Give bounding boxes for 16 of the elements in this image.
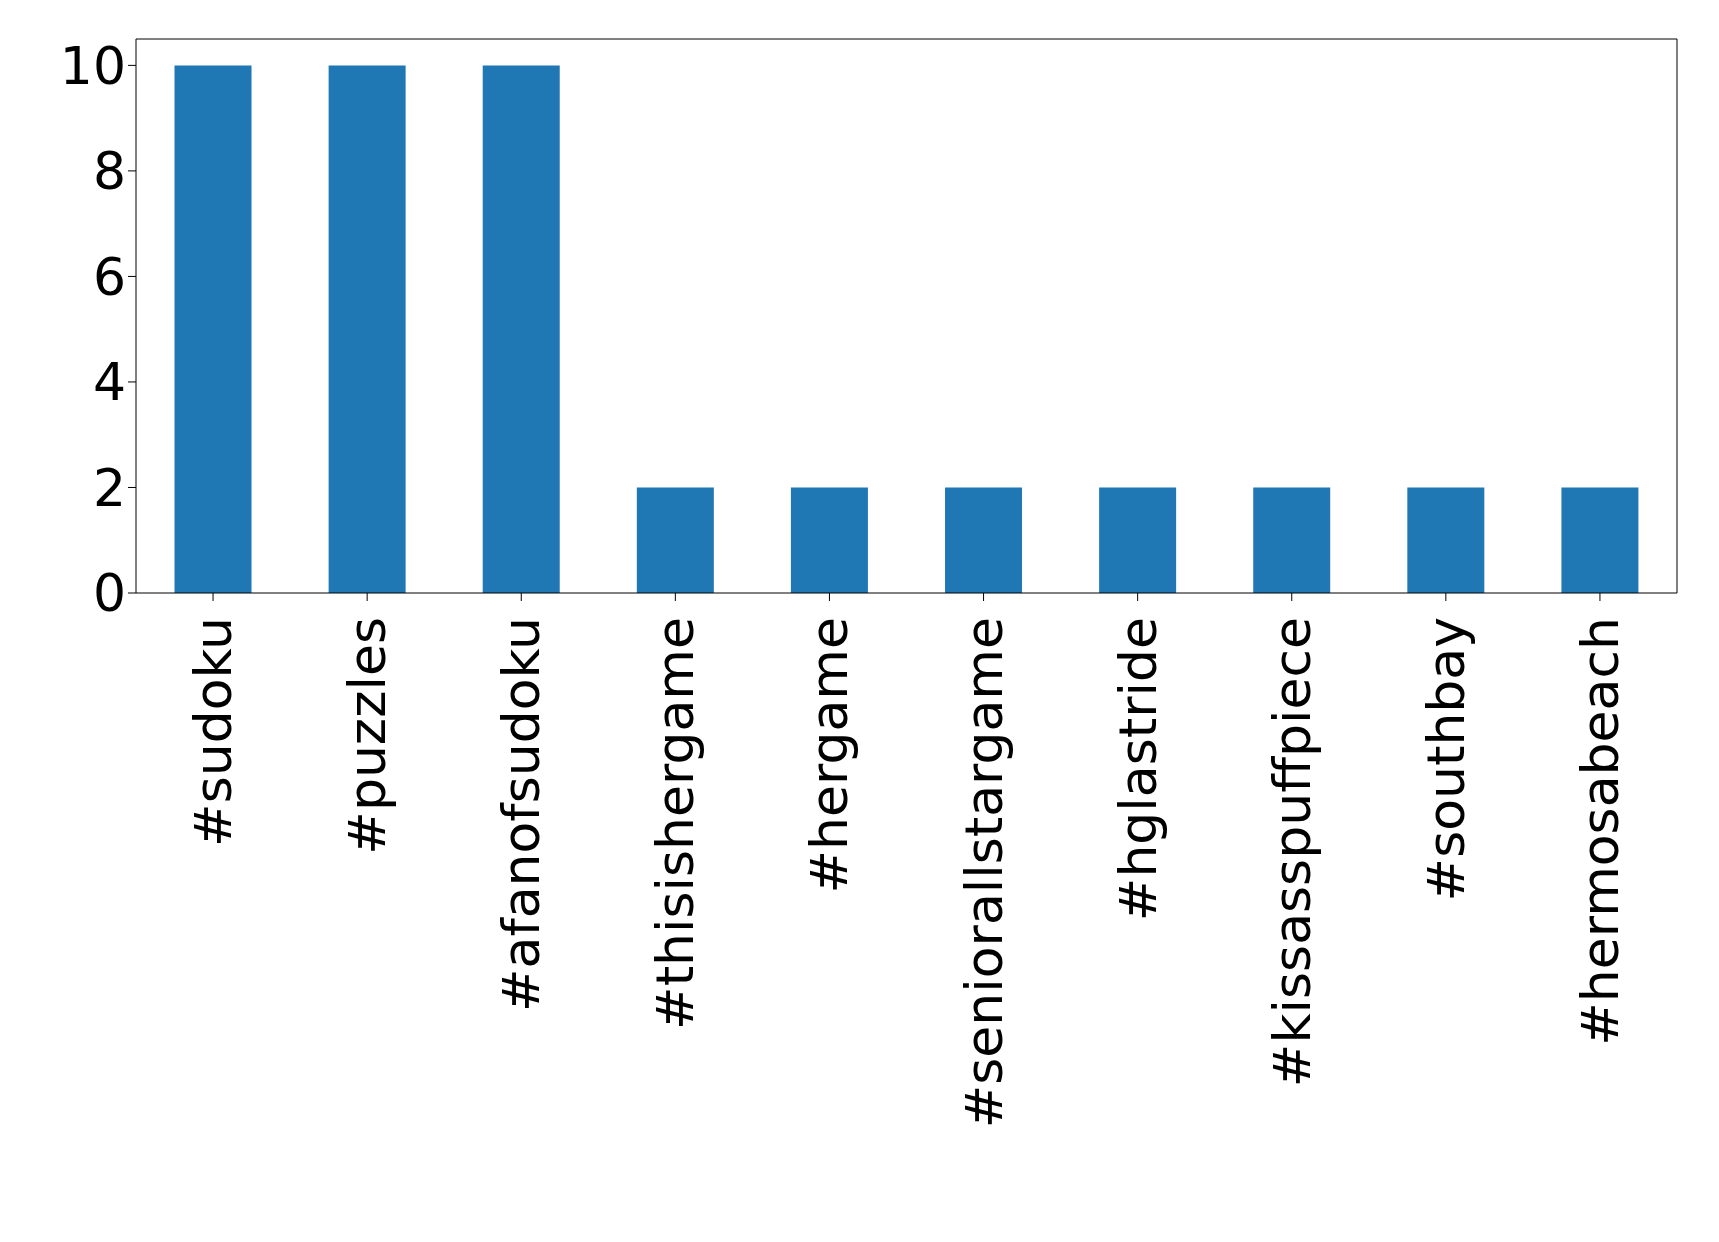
y-tick-label: 0 — [92, 563, 126, 624]
y-tick-label: 10 — [59, 35, 126, 96]
x-tick-label: #afanofsudoku — [491, 617, 552, 1013]
x-tick-label: #seniorallstargame — [953, 617, 1014, 1129]
x-tick-label: #thisishergame — [645, 617, 706, 1030]
y-tick-label: 6 — [92, 246, 126, 307]
x-tick-label: #puzzles — [337, 617, 398, 855]
y-tick-label: 8 — [92, 141, 126, 202]
x-tick-label: #kissasspuffpiece — [1261, 617, 1322, 1088]
x-tick-label: #hermosabeach — [1569, 617, 1630, 1046]
x-tick-label: #sudoku — [183, 617, 244, 847]
x-tick-label: #hergame — [799, 617, 860, 894]
x-tick-label: #southbay — [1415, 617, 1476, 902]
y-tick-label: 4 — [92, 352, 126, 413]
x-tick-label: #hglastride — [1107, 617, 1168, 922]
y-tick-label: 2 — [92, 457, 126, 518]
